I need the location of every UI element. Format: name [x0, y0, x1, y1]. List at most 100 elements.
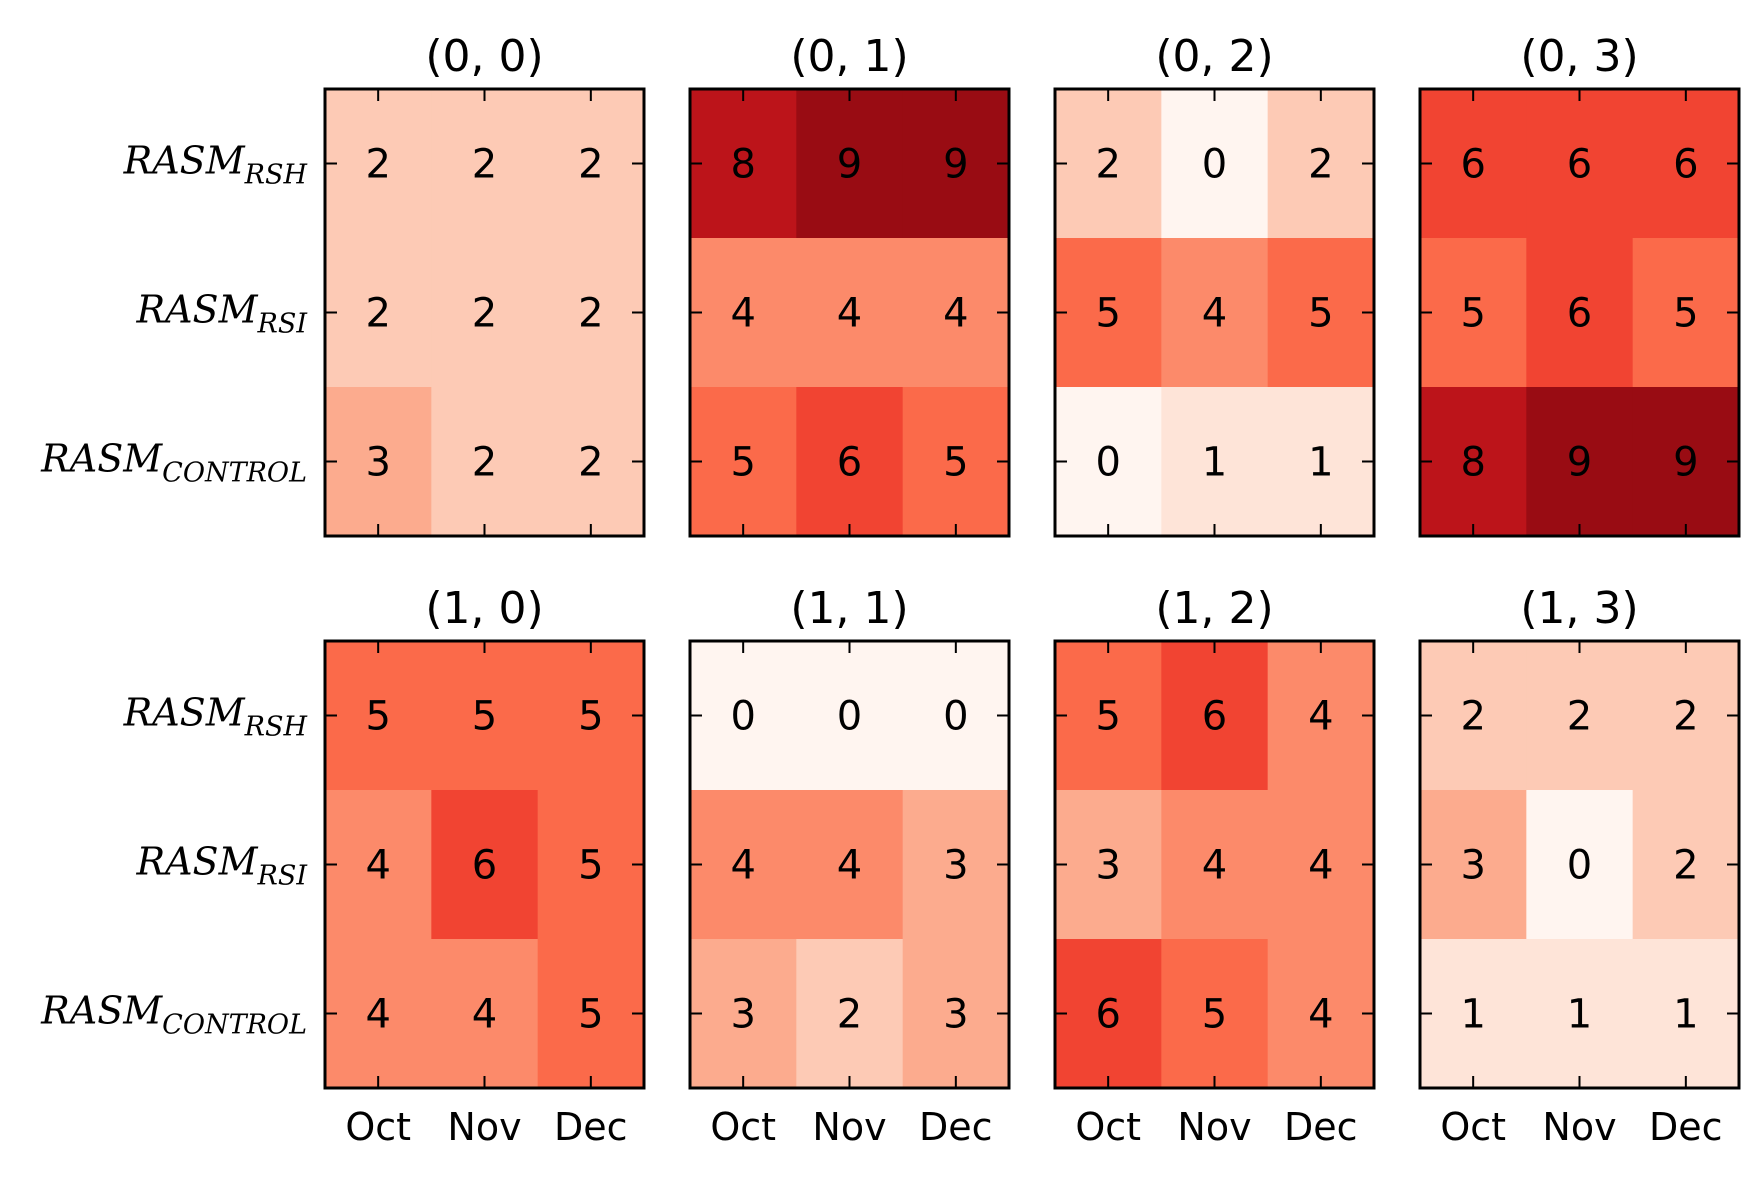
heatmap-cell [1055, 939, 1162, 1089]
heatmap-cell [1420, 387, 1527, 537]
heatmap-cell [1526, 641, 1634, 791]
cell-value-label: 9 [943, 142, 968, 188]
panel-title: (0, 1) [790, 31, 908, 82]
heatmap-cell [690, 939, 797, 1089]
panel-title: (0, 0) [425, 31, 543, 82]
heatmap-cell [1055, 387, 1162, 537]
heatmap-panel: (0, 2) 2 0 2 5 4 5 0 1 1 [1053, 31, 1376, 538]
heatmap-cell [1526, 387, 1634, 537]
panel-title: (0, 3) [1520, 31, 1638, 82]
cell-value-label: 4 [365, 843, 390, 889]
heatmap-cell [1267, 790, 1375, 940]
cell-value-label: 1 [1308, 440, 1333, 486]
panel-title: (0, 2) [1155, 31, 1273, 82]
cell-value-label: 5 [365, 694, 390, 740]
heatmap-cell [1161, 939, 1269, 1089]
heatmap-panel: (0, 1) 8 9 9 4 4 4 5 6 5 [688, 31, 1011, 538]
cell-value-label: 3 [1095, 843, 1120, 889]
cell-value-label: 9 [837, 142, 862, 188]
column-label: Oct [345, 1105, 411, 1149]
heatmap-cell [902, 641, 1010, 791]
cell-value-label: 3 [943, 843, 968, 889]
cell-value-label: 3 [730, 992, 755, 1038]
cell-value-label: 2 [1673, 843, 1698, 889]
heatmap-cell [537, 790, 645, 940]
cell-value-label: 4 [1202, 291, 1227, 337]
heatmap-cell [1632, 238, 1740, 388]
heatmap-cell [796, 790, 904, 940]
heatmap-panel: (1, 2) 5 6 4 3 4 4 6 5 4 Oct Nov Dec [1053, 583, 1376, 1149]
cell-value-label: 2 [472, 291, 497, 337]
cell-value-label: 6 [1673, 142, 1698, 188]
heatmap-cell [1055, 238, 1162, 388]
heatmap-cell [431, 238, 539, 388]
panel-frame [323, 639, 646, 1090]
row-label: RASMRSI [136, 840, 309, 892]
cell-value-label: 9 [1567, 440, 1592, 486]
heatmap-cell [537, 939, 645, 1089]
heatmap-cell [1161, 387, 1269, 537]
panel-title: (1, 2) [1155, 583, 1273, 634]
cell-value-label: 5 [1095, 694, 1120, 740]
cell-value-label: 4 [730, 843, 755, 889]
cell-value-label: 3 [1460, 843, 1485, 889]
heatmap-cell [1055, 790, 1162, 940]
heatmap-cell [796, 89, 904, 239]
cell-value-label: 1 [1460, 992, 1485, 1038]
column-label: Nov [812, 1105, 886, 1149]
heatmap-cell [537, 238, 645, 388]
cell-value-label: 0 [837, 694, 862, 740]
cell-value-label: 8 [730, 142, 755, 188]
cell-value-label: 6 [1567, 142, 1592, 188]
heatmap-cell [902, 939, 1010, 1089]
panel-frame [1053, 639, 1376, 1090]
cell-value-label: 2 [1567, 694, 1592, 740]
cell-value-label: 2 [365, 291, 390, 337]
heatmap-cell [902, 89, 1010, 239]
cell-value-label: 2 [472, 142, 497, 188]
column-label: Nov [1542, 1105, 1616, 1149]
row-label: RASMCONTROL [40, 437, 307, 489]
cell-value-label: 2 [578, 440, 603, 486]
cell-value-label: 4 [837, 843, 862, 889]
panel-title: (1, 1) [790, 583, 908, 634]
cell-value-label: 3 [943, 992, 968, 1038]
cell-value-label: 6 [837, 440, 862, 486]
cell-value-label: 4 [1308, 694, 1333, 740]
heatmap-cell [1420, 238, 1527, 388]
heatmap-cell [796, 387, 904, 537]
cell-value-label: 5 [1202, 992, 1227, 1038]
heatmap-cell [1632, 89, 1740, 239]
column-label: Dec [1649, 1105, 1723, 1149]
heatmap-cell [431, 387, 539, 537]
cell-value-label: 2 [1673, 694, 1698, 740]
cell-value-label: 5 [1460, 291, 1485, 337]
heatmap-cell [1267, 89, 1375, 239]
cell-value-label: 9 [1673, 440, 1698, 486]
heatmap-cell [1632, 790, 1740, 940]
cell-value-label: 6 [1460, 142, 1485, 188]
cell-value-label: 1 [1567, 992, 1592, 1038]
heatmap-cell [1267, 641, 1375, 791]
cell-value-label: 5 [1673, 291, 1698, 337]
panel-frame [1053, 87, 1376, 538]
cell-value-label: 4 [365, 992, 390, 1038]
cell-value-label: 4 [730, 291, 755, 337]
cell-value-label: 0 [943, 694, 968, 740]
cell-value-label: 2 [1460, 694, 1485, 740]
column-label: Oct [1075, 1105, 1141, 1149]
cell-value-label: 6 [1567, 291, 1592, 337]
cell-value-label: 6 [472, 843, 497, 889]
heatmap-panel: (1, 0) 5 5 5 4 6 5 4 4 5 RASMRSH RASMRSI RASMCONTROL… [40, 583, 646, 1149]
cell-value-label: 2 [837, 992, 862, 1038]
heatmap-cell [325, 641, 432, 791]
heatmap-cell [796, 238, 904, 388]
heatmap-cell [1420, 89, 1527, 239]
heatmap-cell [325, 387, 432, 537]
heatmap-panel: (1, 3) 2 2 2 3 0 2 1 1 1 Oct Nov Dec [1418, 583, 1741, 1149]
heatmap-cell [690, 89, 797, 239]
heatmap-cell [902, 387, 1010, 537]
cell-value-label: 1 [1202, 440, 1227, 486]
